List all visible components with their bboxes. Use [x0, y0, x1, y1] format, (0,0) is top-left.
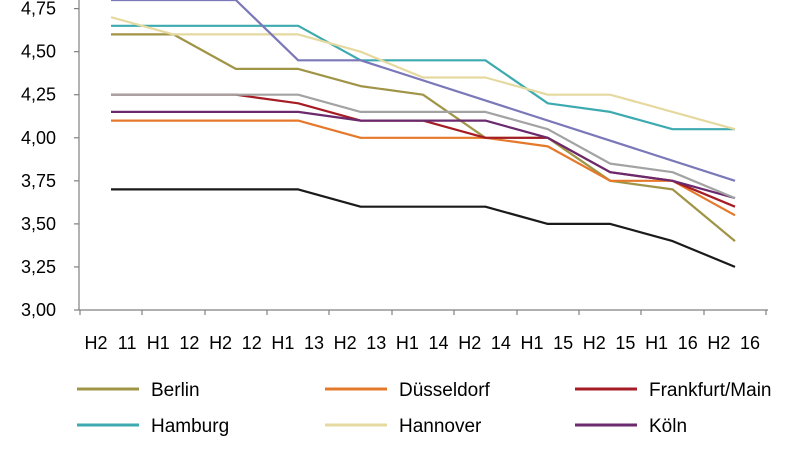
x-tick-label: H2: [583, 333, 606, 353]
x-tick-label: 16: [678, 333, 698, 353]
x-tick-labels: H2 11 H1 12 H2 12 H1 13 H2 13 H1 14 H2 14 H1 15 H2 15 H1 16…: [79, 310, 767, 353]
series-line-unnamed-7: [111, 0, 736, 182]
series-lines: [110, 0, 736, 268]
series-line-hamburg: [111, 24, 735, 131]
series-line-hannover: [110, 16, 736, 131]
legend-label: Hamburg: [151, 416, 229, 437]
x-tick-label: H1: [271, 333, 294, 353]
x-tick-label: 13: [304, 333, 324, 353]
y-tick-label: 3,75: [21, 171, 56, 191]
legend: Berlin Düsseldorf Frankfurt/Main Hamburg Han…: [77, 380, 771, 437]
series-line-berlin: [111, 33, 736, 242]
y-tick-label: 4,75: [21, 0, 56, 19]
x-tick-label: 14: [429, 333, 449, 353]
legend-label: Düsseldorf: [399, 380, 491, 401]
series-line-unnamed-8: [111, 188, 736, 268]
y-tick-label: 3,25: [21, 257, 56, 277]
x-tick-label: H2: [458, 333, 481, 353]
x-tick-label: 15: [553, 333, 573, 353]
x-tick-label: 12: [179, 333, 199, 353]
y-tick-labels: 3,00 3,25 3,50 3,75 4,00 4,25 4,50 4,75: [21, 0, 79, 320]
x-tick-label: 13: [366, 333, 386, 353]
axes: [78, 0, 768, 311]
y-tick-label: 4,25: [21, 85, 56, 105]
x-tick-label: 16: [740, 333, 760, 353]
x-tick-label: 15: [615, 333, 635, 353]
x-tick-label: H1: [147, 333, 170, 353]
x-tick-label: 12: [242, 333, 262, 353]
legend-label: Berlin: [151, 380, 200, 401]
x-tick-label: H2: [334, 333, 357, 353]
y-tick-label: 4,00: [21, 128, 56, 148]
series-line-unnamed-6: [111, 93, 736, 200]
x-tick-label: H1: [520, 333, 543, 353]
x-tick-label: 11: [118, 333, 137, 353]
x-tick-label: H2: [707, 333, 730, 353]
legend-label: Frankfurt/Main: [649, 380, 771, 401]
y-tick-label: 3,50: [21, 214, 56, 234]
legend-label: Hannover: [399, 416, 482, 437]
series-line-düsseldorf: [111, 119, 736, 217]
y-tick-label: 4,50: [21, 42, 56, 62]
x-tick-label: H2: [209, 333, 232, 353]
y-tick-label: 3,00: [21, 300, 56, 320]
x-tick-label: H1: [645, 333, 668, 353]
x-tick-label: H1: [396, 333, 419, 353]
series-line-köln: [111, 110, 736, 200]
x-tick-label: 14: [491, 333, 511, 353]
x-tick-label: H2: [84, 333, 107, 353]
legend-label: Köln: [649, 416, 687, 437]
